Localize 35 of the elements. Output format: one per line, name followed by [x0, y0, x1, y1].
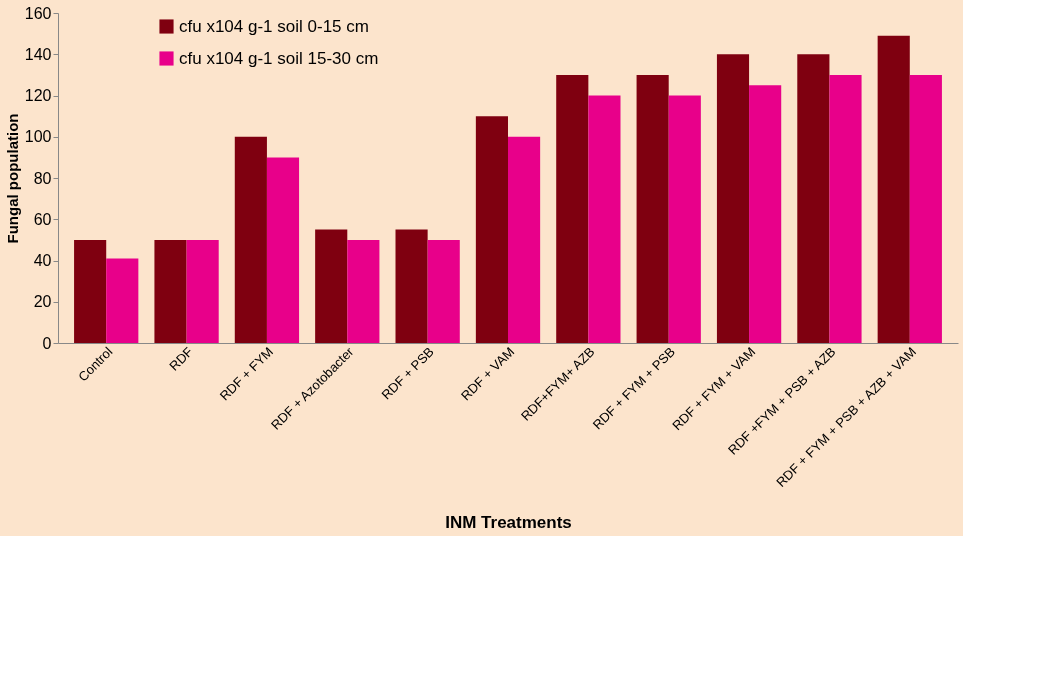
- y-tick-label: 120: [24, 87, 52, 104]
- bar: [909, 74, 942, 343]
- y-tick-label: 160: [24, 4, 52, 22]
- y-tick-label: 140: [24, 45, 52, 63]
- y-tick-label: 0: [42, 334, 52, 352]
- y-axis-title: Fungal population: [3, 113, 21, 244]
- y-tick-label: 40: [33, 252, 52, 269]
- bar: [106, 258, 139, 343]
- y-tick-label: 20: [33, 293, 52, 311]
- bar: [749, 85, 782, 343]
- y-tick-label: 100: [24, 128, 52, 146]
- bar: [74, 239, 107, 343]
- bar: [347, 239, 380, 343]
- x-axis-title: INM Treatments: [445, 513, 572, 533]
- bar: [508, 136, 541, 343]
- bar: [716, 54, 750, 343]
- bar: [636, 74, 669, 343]
- bar: [315, 229, 348, 343]
- bar: [829, 74, 862, 343]
- bar: [797, 54, 830, 343]
- legend-label: cfu x104 g-1 soil 15-30 cm: [179, 48, 379, 68]
- bar: [186, 239, 219, 343]
- bar: [556, 74, 589, 343]
- bar: [475, 116, 508, 343]
- bar: [234, 136, 267, 343]
- bar: [154, 239, 187, 343]
- y-tick-label: 60: [33, 210, 52, 228]
- y-tick-label: 80: [33, 169, 52, 187]
- bar: [395, 229, 428, 343]
- bar: [877, 35, 910, 343]
- bar: [588, 95, 621, 343]
- bar: [427, 239, 460, 343]
- legend-label: cfu x104 g-1 soil 0-15 cm: [179, 16, 369, 36]
- bar: [266, 157, 300, 343]
- bar: [668, 95, 701, 343]
